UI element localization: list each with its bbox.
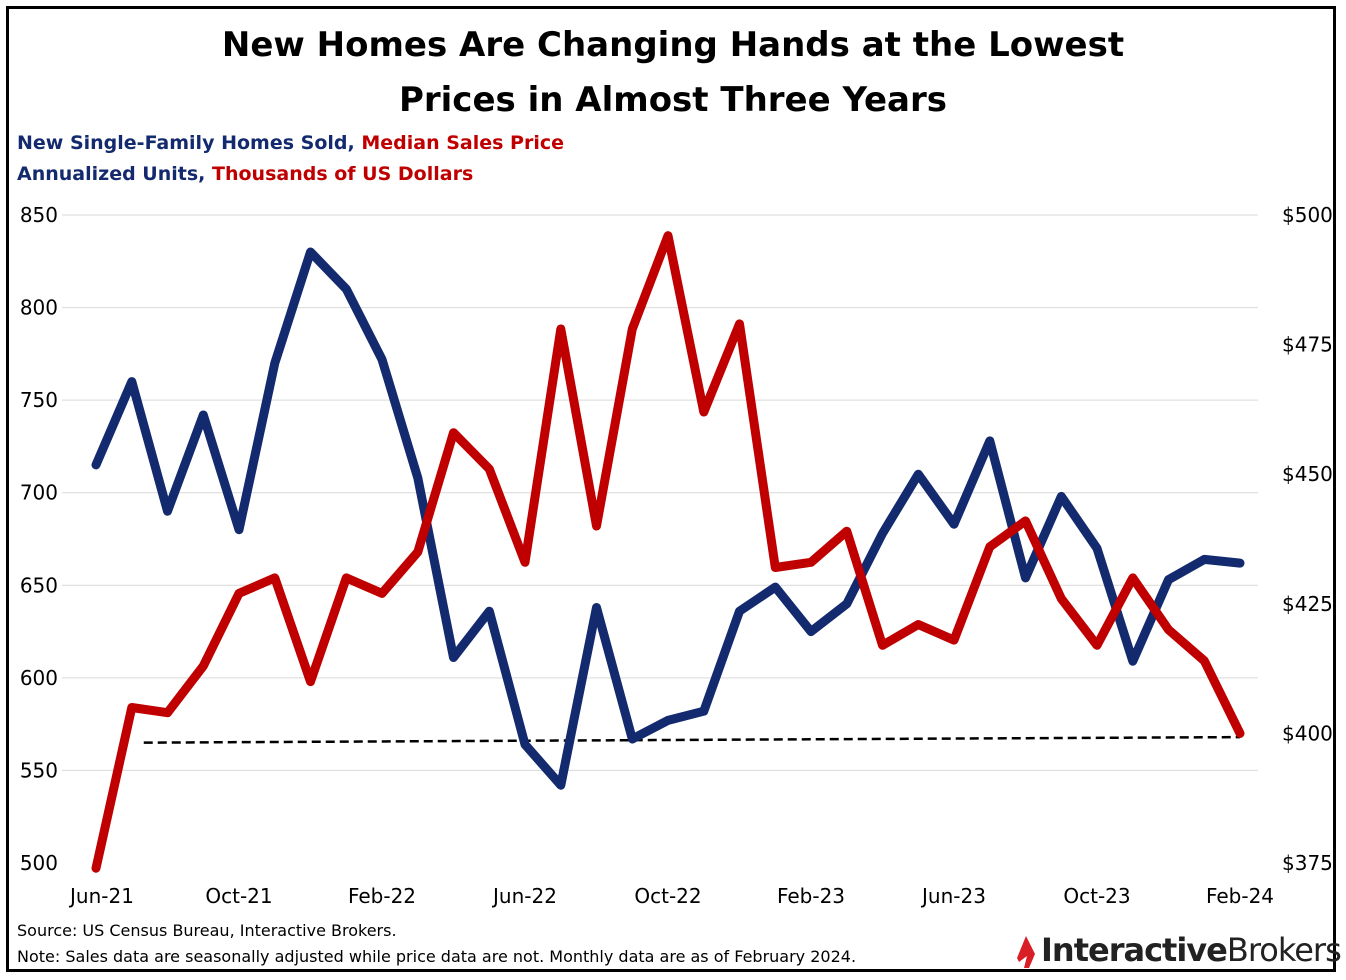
- y-left-tick-label: 700: [20, 481, 58, 505]
- source-note: Source: US Census Bureau, Interactive Br…: [17, 921, 397, 940]
- y-left-tick-label: 850: [20, 203, 58, 227]
- series1-name: New Single-Family Homes Sold: [17, 132, 348, 154]
- series1-unit: Annualized Units: [17, 163, 199, 185]
- chart-frame: [6, 6, 1336, 972]
- y-right-tick-label: $400: [1282, 721, 1333, 745]
- y-right-tick-label: $450: [1282, 462, 1333, 486]
- y-left-tick-label: 500: [20, 851, 58, 875]
- title-line-2: Prices in Almost Three Years: [398, 80, 948, 120]
- y-left-tick-label: 800: [20, 296, 58, 320]
- subtitle-separator-1: ,: [347, 132, 355, 154]
- data-note: Note: Sales data are seasonally adjusted…: [17, 947, 857, 966]
- x-tick-label: Oct-21: [205, 884, 272, 908]
- subtitle-separator-2: ,: [198, 163, 206, 185]
- subtitle-series-names: New Single-Family Homes Sold, Median Sal…: [17, 132, 564, 154]
- y-left-tick-label: 550: [20, 758, 58, 782]
- logo-flame-icon: [1017, 936, 1035, 968]
- x-tick-label: Oct-22: [634, 884, 701, 908]
- interactive-brokers-logo: InteractiveBrokers: [1015, 930, 1342, 970]
- homes-sold-line: [91, 247, 1245, 790]
- title-line-1: New Homes Are Changing Hands at the Lowe…: [221, 25, 1125, 65]
- chart-title: New Homes Are Changing Hands at the Lowe…: [0, 18, 1346, 128]
- x-tick-label: Jun-23: [920, 884, 986, 908]
- logo-text-bold: Interactive: [1041, 931, 1228, 969]
- subtitle-series-units: Annualized Units, Thousands of US Dollar…: [17, 163, 473, 185]
- median-price-line: [91, 231, 1245, 873]
- x-tick-label: Feb-22: [348, 884, 416, 908]
- x-tick-label: Feb-23: [777, 884, 845, 908]
- y-left-tick-label: 750: [20, 388, 58, 412]
- y-right-tick-label: $475: [1282, 333, 1333, 357]
- series2-name: Median Sales Price: [361, 132, 564, 154]
- series2-unit: Thousands of US Dollars: [212, 163, 474, 185]
- y-right-tick-label: $375: [1282, 851, 1333, 875]
- y-left-tick-label: 600: [20, 666, 58, 690]
- reference-dashed-line: [143, 735, 1241, 744]
- logo-text-light: Brokers: [1226, 931, 1342, 969]
- y-right-tick-label: $500: [1282, 203, 1333, 227]
- x-tick-label: Oct-23: [1063, 884, 1130, 908]
- x-tick-label: Feb-24: [1206, 884, 1274, 908]
- y-right-tick-label: $425: [1282, 592, 1333, 616]
- x-tick-label: Jun-21: [68, 884, 134, 908]
- y-left-tick-label: 650: [20, 573, 58, 597]
- x-tick-label: Jun-22: [491, 884, 557, 908]
